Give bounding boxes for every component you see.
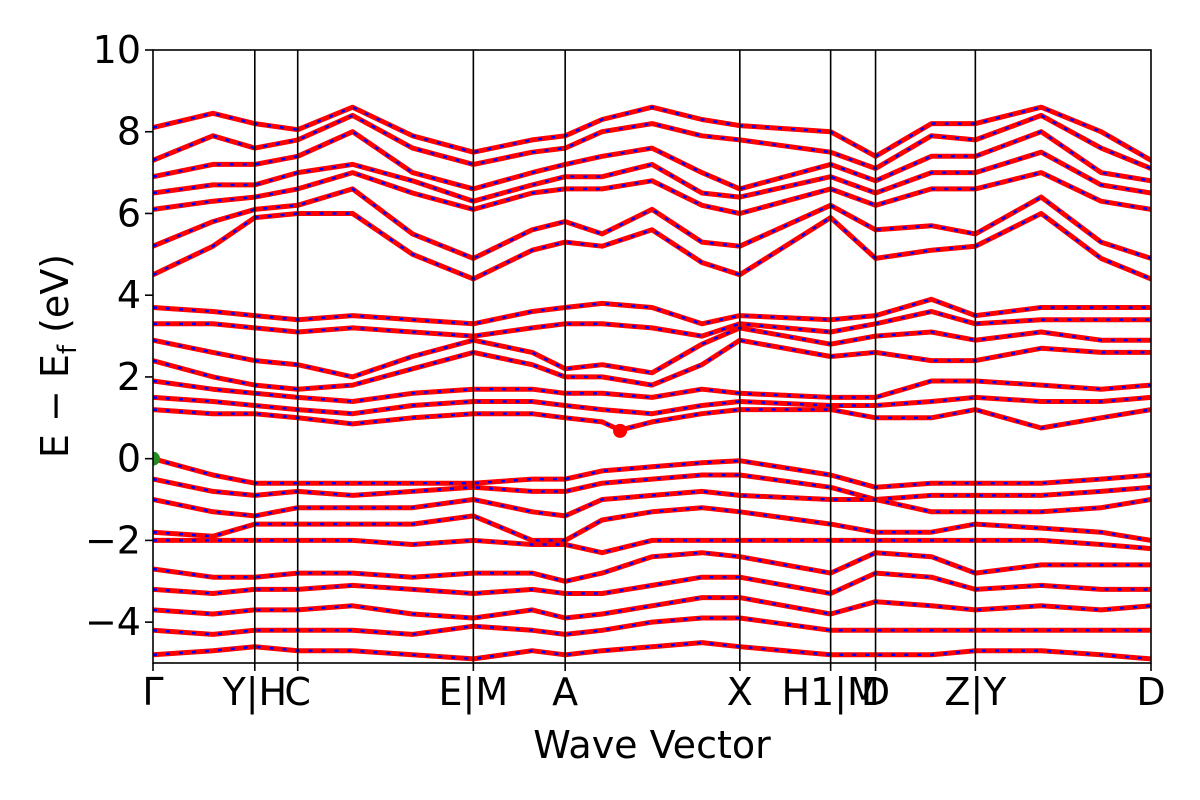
band-line-red-7 xyxy=(153,296,1151,327)
band-line-red-23 xyxy=(153,640,1151,662)
y-axis-label-main: E − E xyxy=(33,354,77,458)
band-lines xyxy=(153,104,1151,662)
band-line-blue-6 xyxy=(153,212,1151,281)
band-line-red-22 xyxy=(153,615,1151,637)
band-line-red-6 xyxy=(153,211,1151,282)
band-line-red-5 xyxy=(153,186,1151,261)
y-tick-label-3: 2 xyxy=(117,355,141,399)
x-tick-label-3: E|M xyxy=(439,670,509,715)
y-tick-label-1: −2 xyxy=(85,518,141,562)
band-line-blue-3 xyxy=(153,150,1151,203)
y-tick-label-7: 10 xyxy=(93,28,141,72)
band-line-blue-21 xyxy=(153,596,1151,620)
band-line-red-21 xyxy=(153,595,1151,621)
x-tick-label-1: Y|H xyxy=(221,670,287,715)
band-line-blue-0 xyxy=(153,105,1151,162)
y-axis-ticks: −4 −2 0 2 4 6 8 10 xyxy=(85,28,153,644)
band-line-blue-5 xyxy=(153,187,1151,260)
extrema-markers xyxy=(153,423,628,466)
band-line-red-12 xyxy=(153,394,1151,417)
band-line-red-14 xyxy=(153,456,1151,490)
y-axis-label-sub: f xyxy=(53,344,83,354)
band-line-blue-14 xyxy=(153,457,1151,489)
x-tick-label-4: A xyxy=(552,670,578,714)
x-tick-label-7: D xyxy=(861,670,890,714)
band-line-red-3 xyxy=(153,149,1151,204)
band-line-red-4 xyxy=(153,170,1151,216)
band-line-red-18 xyxy=(153,537,1151,556)
y-tick-label-6: 8 xyxy=(117,110,141,154)
band-line-red-8 xyxy=(153,309,1151,339)
y-axis-label-unit: (eV) xyxy=(33,254,77,345)
band-line-blue-1 xyxy=(153,114,1151,170)
band-line-red-9 xyxy=(153,325,1151,380)
y-tick-label-5: 6 xyxy=(117,191,141,235)
marker-cbm xyxy=(613,423,628,438)
y-axis-label: E − Ef (eV) xyxy=(33,254,83,458)
marker-vbm xyxy=(153,451,160,466)
kpoint-divider-lines xyxy=(253,50,977,663)
x-tick-label-8: Z|Y xyxy=(944,670,1007,715)
band-line-blue-11 xyxy=(153,379,1151,403)
band-line-blue-10 xyxy=(153,338,1151,391)
band-line-blue-9 xyxy=(153,326,1151,379)
band-line-blue-15 xyxy=(153,473,1151,501)
x-tick-label-5: X xyxy=(727,670,753,714)
y-tick-label-2: 0 xyxy=(117,437,141,481)
y-tick-label-4: 4 xyxy=(117,273,141,317)
x-tick-label-6: H1|M xyxy=(781,670,879,715)
band-line-blue-2 xyxy=(153,130,1151,191)
plot-frame xyxy=(152,49,1152,664)
x-axis-ticks: Γ Y|HC E|M A X H1|MD Z|Y D xyxy=(142,663,1166,715)
band-line-red-19 xyxy=(153,550,1151,584)
band-line-blue-16 xyxy=(153,490,1151,518)
y-tick-label-0: −4 xyxy=(85,600,141,644)
x-tick-label-2: C xyxy=(284,670,311,714)
band-line-red-17 xyxy=(153,505,1151,543)
x-axis-label: Wave Vector xyxy=(533,723,771,767)
band-line-red-20 xyxy=(153,570,1151,596)
x-tick-label-9: D xyxy=(1136,670,1165,714)
x-tick-label-0: Γ xyxy=(142,670,163,714)
band-line-red-1 xyxy=(153,112,1151,171)
